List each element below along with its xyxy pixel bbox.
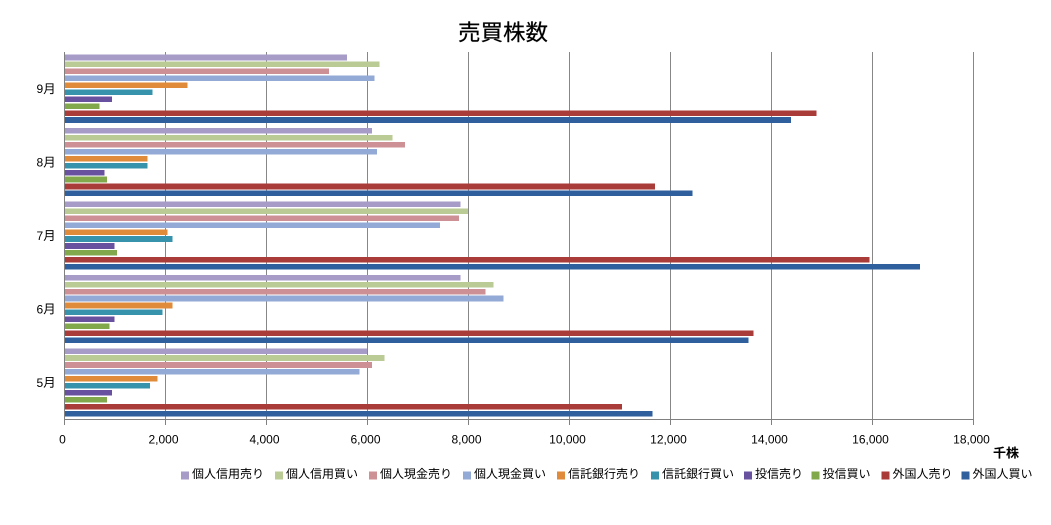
svg-text:8: 8 bbox=[37, 156, 44, 170]
svg-text:5: 5 bbox=[37, 376, 44, 390]
svg-text:9: 9 bbox=[37, 82, 44, 96]
svg-text:7: 7 bbox=[37, 229, 44, 243]
svg-text:2,000: 2,000 bbox=[148, 433, 178, 447]
svg-text:16,000: 16,000 bbox=[852, 433, 889, 447]
svg-text:6: 6 bbox=[37, 302, 44, 316]
svg-text:0: 0 bbox=[59, 433, 66, 447]
svg-text:6,000: 6,000 bbox=[350, 433, 380, 447]
svg-text:12,000: 12,000 bbox=[650, 433, 687, 447]
svg-text:14,000: 14,000 bbox=[751, 433, 788, 447]
svg-text:10,000: 10,000 bbox=[549, 433, 586, 447]
svg-text:8,000: 8,000 bbox=[451, 433, 481, 447]
svg-text:18,000: 18,000 bbox=[953, 433, 990, 447]
svg-text:4,000: 4,000 bbox=[249, 433, 279, 447]
